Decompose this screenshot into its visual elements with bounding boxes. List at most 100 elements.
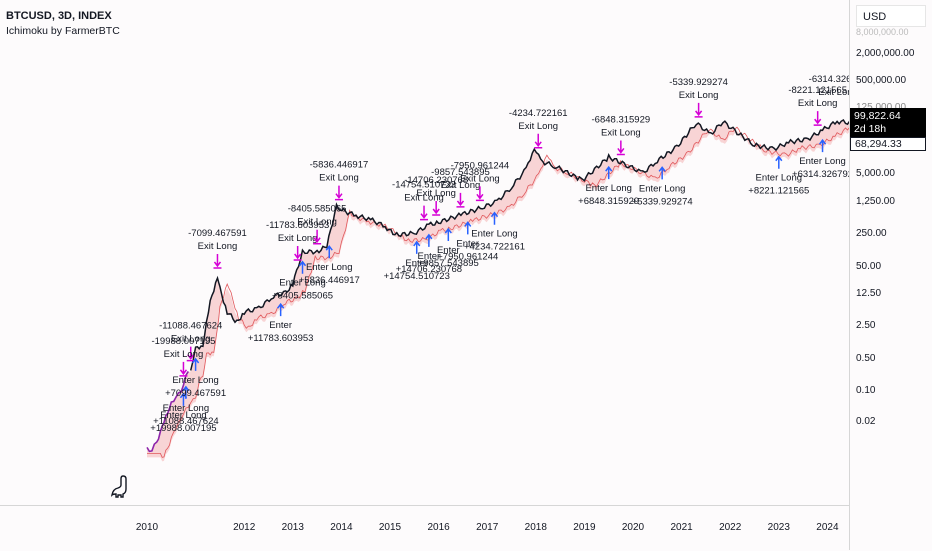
price-chart[interactable]: -7099.467591 Exit Long -11088.467624 Exit L… [0, 0, 867, 505]
trade-action-label: Exit Long [679, 90, 719, 101]
enter-long-marker[interactable]: Enter Long +7099.467591 [165, 357, 226, 399]
enter-long-marker[interactable]: Enter+14706.230768 [396, 233, 462, 275]
trade-pnl-label: -5339.929274 [669, 77, 728, 88]
trade-pnl-label: +14754.510723 [384, 271, 450, 282]
arrow-up-icon [605, 165, 613, 180]
arrow-up-icon [298, 260, 307, 274]
trade-pnl-label: +8405.585065 [272, 291, 333, 302]
trade-pnl-label: +7099.467591 [165, 388, 226, 399]
currency-selector[interactable]: USD [856, 5, 926, 27]
trade-pnl-label: -5836.446917 [310, 160, 369, 171]
trade-pnl-label: -14706.230768 [404, 175, 468, 186]
trade-pnl-label: +7950.961244 [437, 251, 498, 262]
trade-pnl-label: +5836.446917 [299, 275, 360, 286]
time-tick: 2019 [573, 522, 596, 533]
trade-action-label: Enter Long [306, 262, 352, 273]
arrow-down-icon [534, 133, 543, 149]
arrow-up-icon [658, 166, 666, 180]
trade-action-label: Exit Long [416, 188, 456, 199]
time-scale[interactable]: 2010 2012 2013 2014 2015 2016 2017 2018 2019 2020… [0, 505, 849, 551]
trade-action-label: Enter [269, 320, 292, 331]
trade-action-label: Exit Long [171, 334, 211, 345]
trade-action-label: Exit Long [164, 349, 204, 360]
trade-action-label: Exit Long [198, 241, 238, 252]
trade-action-label: Enter Long [163, 403, 209, 414]
enter-long-marker[interactable]: Enter Long +8405.585065 [272, 260, 333, 302]
arrow-down-icon [616, 140, 625, 156]
trade-action-label: Exit Long [818, 87, 849, 98]
time-tick: 2010 [135, 522, 159, 533]
trade-pnl-label: -11783.603953 [266, 220, 329, 231]
enter-long-marker[interactable]: Enter Long +5836.446917 [299, 244, 360, 286]
trade-pnl-label: +19988.007195 [150, 423, 216, 434]
price-tick: 1,250.00 [856, 196, 895, 207]
arrow-up-icon [182, 385, 190, 399]
exit-long-marker[interactable]: -4234.722161 Exit Long [509, 108, 568, 149]
trade-action-label: Enter Long [799, 156, 845, 167]
exit-long-marker[interactable]: -9857.543895 Exit Long [431, 167, 490, 208]
enter-long-marker[interactable]: Enter Long +6314.326792 [792, 138, 853, 180]
last-price-label: 99,822.64 2d 18h [850, 108, 926, 138]
arrow-down-icon [694, 102, 703, 118]
enter-long-marker[interactable]: Enter+7950.961244 [437, 221, 498, 262]
time-tick: 2016 [427, 522, 450, 533]
trade-action-label: Enter Long [172, 375, 218, 386]
enter-long-marker[interactable]: Enter Long +6848.315929 [578, 165, 639, 207]
enter-long-marker[interactable]: Enter +14754.510723 [384, 240, 450, 282]
price-tick: 2.50 [856, 320, 876, 331]
price-tick: 8,000,000.00 [856, 27, 909, 37]
trade-pnl-label: +6314.326792 [792, 169, 849, 180]
arrow-up-icon [444, 227, 452, 242]
price-series [146, 118, 867, 453]
trade-pnl-label: +14706.230768 [396, 264, 462, 275]
exit-long-marker[interactable]: -7950.961244 Exit Long [451, 160, 510, 202]
trade-action-label: Exit Long [297, 217, 337, 228]
trade-pnl-label: -6314.326792 [809, 74, 849, 85]
arrow-up-icon [413, 240, 421, 254]
trade-pnl-label: -7950.961244 [451, 160, 510, 171]
exit-long-marker[interactable]: -5339.929274 Exit Long [669, 77, 728, 118]
exit-long-marker[interactable]: -11783.603953 Exit Long [266, 220, 329, 261]
enter-long-marker[interactable]: Enter Long +4234.722161 [464, 211, 525, 253]
time-tick: 2014 [330, 522, 353, 533]
time-tick: 2022 [719, 522, 742, 533]
trade-action-label: Enter Long [585, 183, 631, 194]
exit-long-marker[interactable]: -14706.230768 Exit Long [404, 175, 468, 216]
price-scale[interactable]: USD 8,000,000.00 2,000,000.00 500,000.00… [849, 0, 932, 550]
trade-action-label: Exit Long [460, 173, 500, 184]
enter-long-marker[interactable]: Enter +11783.603953 [248, 302, 314, 344]
price-line [189, 118, 867, 371]
time-tick: 2013 [281, 522, 304, 533]
trade-pnl-label: -11088.467624 [159, 321, 222, 332]
time-tick: 2023 [767, 522, 790, 533]
trade-action-label: Exit Long [518, 121, 558, 132]
exit-long-marker[interactable]: -7099.467591 Exit Long [188, 228, 247, 269]
enter-long-marker[interactable]: Enter+9857.543895 [418, 227, 479, 269]
trade-action-label: Enter Long [471, 229, 517, 240]
enter-long-marker[interactable]: Enter Long+11088.467624 [153, 385, 219, 427]
arrow-down-icon [213, 253, 222, 269]
trade-pnl-label: +8221.121565 [748, 186, 809, 197]
price-tick: 0.02 [856, 416, 876, 427]
trade-pnl-label: +9857.543895 [418, 258, 479, 269]
arrow-up-icon [425, 233, 433, 247]
exit-long-marker[interactable]: -6848.315929 Exit Long [592, 114, 651, 156]
arrow-down-icon [813, 111, 822, 126]
arrow-up-icon [325, 244, 333, 259]
tradingview-logo-icon[interactable] [110, 474, 130, 500]
enter-long-marker[interactable]: Enter Long +8221.121565 [748, 155, 809, 197]
symbol-legend[interactable]: BTCUSD, 3D, INDEX [6, 10, 112, 22]
exit-long-marker[interactable]: -8405.585065 Exit Long [288, 204, 347, 245]
trade-action-label: Exit Long [601, 127, 641, 138]
arrow-down-icon [293, 245, 302, 261]
trade-action-label: Exit Long [319, 173, 359, 184]
chart-pane[interactable]: -7099.467591 Exit Long -11088.467624 Exit L… [0, 0, 867, 505]
enter-long-marker[interactable]: Enter Long +5339.929274 [632, 166, 693, 207]
exit-long-marker[interactable]: -5836.446917 Exit Long [310, 160, 369, 201]
arrow-down-icon [179, 361, 188, 377]
indicator-legend[interactable]: Ichimoku by FarmerBTC [6, 25, 120, 37]
arrow-up-icon [464, 221, 472, 235]
